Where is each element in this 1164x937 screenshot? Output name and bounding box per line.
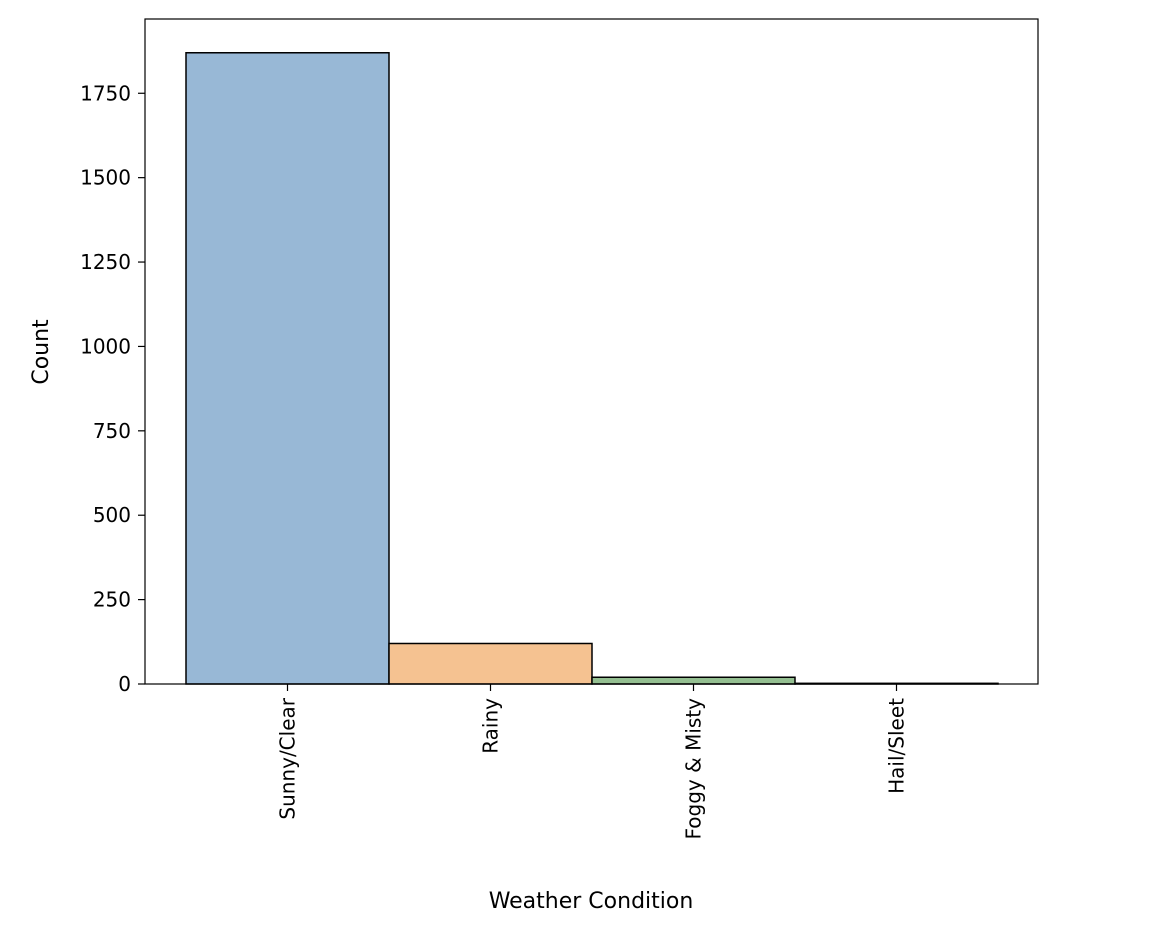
x-tick-label-hail-sleet: Hail/Sleet [885,698,909,794]
x-axis-ticks: Sunny/Clear Rainy Foggy & Misty Hail/Sleet [276,684,909,839]
y-axis-label: Count [29,319,54,385]
y-tick-label: 1750 [80,81,131,105]
y-tick-label: 500 [93,503,131,527]
bar-rainy [388,642,593,685]
x-tick-label-foggy-misty: Foggy & Misty [682,698,706,840]
plot-frame [144,18,1039,685]
y-tick-label: 1000 [80,334,131,358]
y-axis-ticks: 0 250 500 750 1000 1250 1500 1750 [80,81,145,696]
x-axis-label: Weather Condition [489,889,694,914]
y-tick-label: 250 [93,588,131,612]
bars-group [185,52,999,685]
y-tick-label: 1500 [80,166,131,190]
x-tick-label-rainy: Rainy [479,698,503,754]
bar-foggy-misty [591,676,796,685]
y-tick-label: 1250 [80,250,131,274]
bar-sunny-clear [185,52,390,685]
y-tick-label: 750 [93,419,131,443]
x-tick-label-sunny-clear: Sunny/Clear [276,697,300,819]
y-tick-label: 0 [118,672,131,696]
